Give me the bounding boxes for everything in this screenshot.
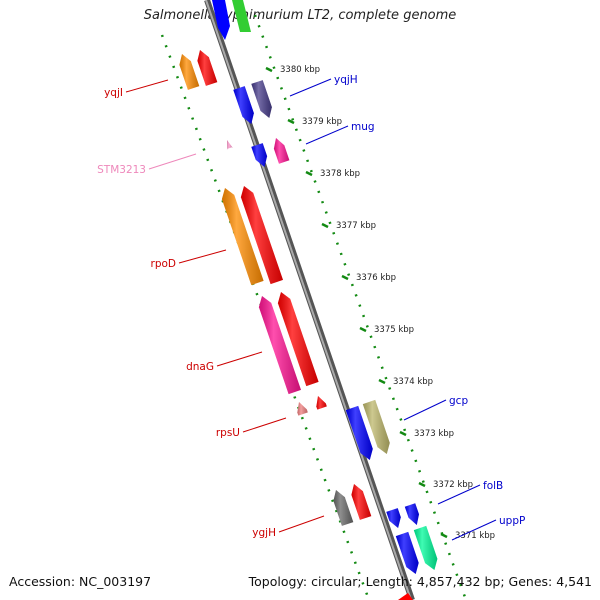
tick-mark [399,430,407,437]
gene-label-yqji[interactable]: yqjI [104,79,169,99]
leader-line [437,484,481,505]
gene-name: ygjH [252,527,276,539]
gene-name: yqjI [104,87,123,99]
gene-name: dnaG [186,361,214,373]
tick-mark [418,481,426,488]
gene-label-stm3213[interactable]: STM3213 [97,153,197,176]
gene-gcp-feature[interactable] [345,405,373,460]
leader-line [148,153,197,170]
leader-line [216,351,263,367]
gene-labels: yqjI yqjH mug STM3213 rpoD dnaG rpsU gcp folB ygj… [97,74,525,541]
gene-folb-feature[interactable] [386,508,401,528]
gene-rpsu-feature[interactable] [316,396,327,410]
gene-gcp-feature[interactable] [362,399,390,454]
gene-uppp-feature[interactable] [395,531,419,574]
leader-line [305,125,349,145]
gene-yqjh-feature[interactable] [233,86,254,124]
gene-label-rpsu[interactable]: rpsU [216,417,287,439]
accession-label: Accession: NC_003197 [9,574,152,589]
position-tick-label: 3371 kbp [455,531,495,541]
gene-feature-top-green [232,0,251,32]
gene-name: uppP [499,515,525,527]
position-tick-label: 3378 kbp [320,169,360,179]
gene-rpod-feature[interactable] [221,188,264,286]
position-tick-label: 3380 kbp [280,65,320,75]
gene-label-rpod[interactable]: rpoD [151,249,227,270]
left-track [160,34,371,600]
gene-ygjh-feature[interactable] [333,490,354,526]
position-tick-label: 3374 kbp [393,377,433,387]
gene-name: gcp [449,395,468,407]
tick-mark [321,222,329,229]
gene-yqji-feature[interactable] [179,54,200,90]
gene-mug-feature[interactable] [273,138,290,164]
position-tick-label: 3373 kbp [414,429,454,439]
gene-label-ygjh[interactable]: ygjH [252,515,325,539]
gene-name: rpsU [216,427,240,439]
tick-mark [287,118,295,125]
gene-label-folb[interactable]: folB [437,480,503,505]
gene-folb-feature[interactable] [404,503,419,525]
position-tick-label: 3377 kbp [336,221,376,231]
gene-dnag-feature[interactable] [277,292,319,387]
position-tick-label: 3376 kbp [356,273,396,283]
tick-mark [341,274,349,281]
gene-uppp-feature[interactable] [413,525,438,570]
gene-label-yqjh[interactable]: yqjH [289,74,358,97]
gene-feature-top-blue [212,0,230,40]
gene-name: folB [483,480,503,492]
gene-feature-bottom-red [398,593,413,600]
leader-line [403,399,447,421]
position-tick-label: 3379 kbp [302,117,342,127]
genome-summary: Topology: circular; Length: 4,857,432 bp… [248,574,592,589]
tick-mark [359,326,367,333]
position-ticks: 3380 kbp 3379 kbp 3378 kbp 3377 kbp 3376 kbp… [265,65,495,541]
tick-mark [305,170,313,177]
gene-features [179,50,438,574]
right-track [253,14,468,600]
gene-name: STM3213 [97,164,146,176]
gene-yqjh-feature[interactable] [251,80,272,118]
gene-stm3213-feature[interactable] [226,140,233,150]
gene-name: mug [351,121,375,133]
position-tick-label: 3375 kbp [374,325,414,335]
gene-name: rpoD [151,258,177,270]
leader-line [125,79,169,93]
leader-line [278,515,325,533]
gene-dnag-feature[interactable] [258,296,301,395]
position-tick-label: 3372 kbp [433,480,473,490]
gene-label-gcp[interactable]: gcp [403,395,468,421]
tick-mark [265,66,273,73]
tick-mark [378,378,386,385]
gene-name: yqjH [334,74,358,86]
leader-line [289,78,332,97]
gene-yqji-feature[interactable] [197,50,218,86]
leader-line [451,519,497,541]
gene-rpsu-feature[interactable] [297,402,308,416]
gene-label-dnag[interactable]: dnaG [186,351,263,373]
gene-rpod-feature[interactable] [240,186,283,285]
leader-line [178,249,227,264]
gene-ygjh-feature[interactable] [351,484,372,520]
leader-line [242,417,287,433]
gene-label-mug[interactable]: mug [305,121,375,145]
gene-label-uppp[interactable]: uppP [451,515,525,541]
tick-mark [440,532,448,539]
gene-mug-feature[interactable] [251,143,268,167]
